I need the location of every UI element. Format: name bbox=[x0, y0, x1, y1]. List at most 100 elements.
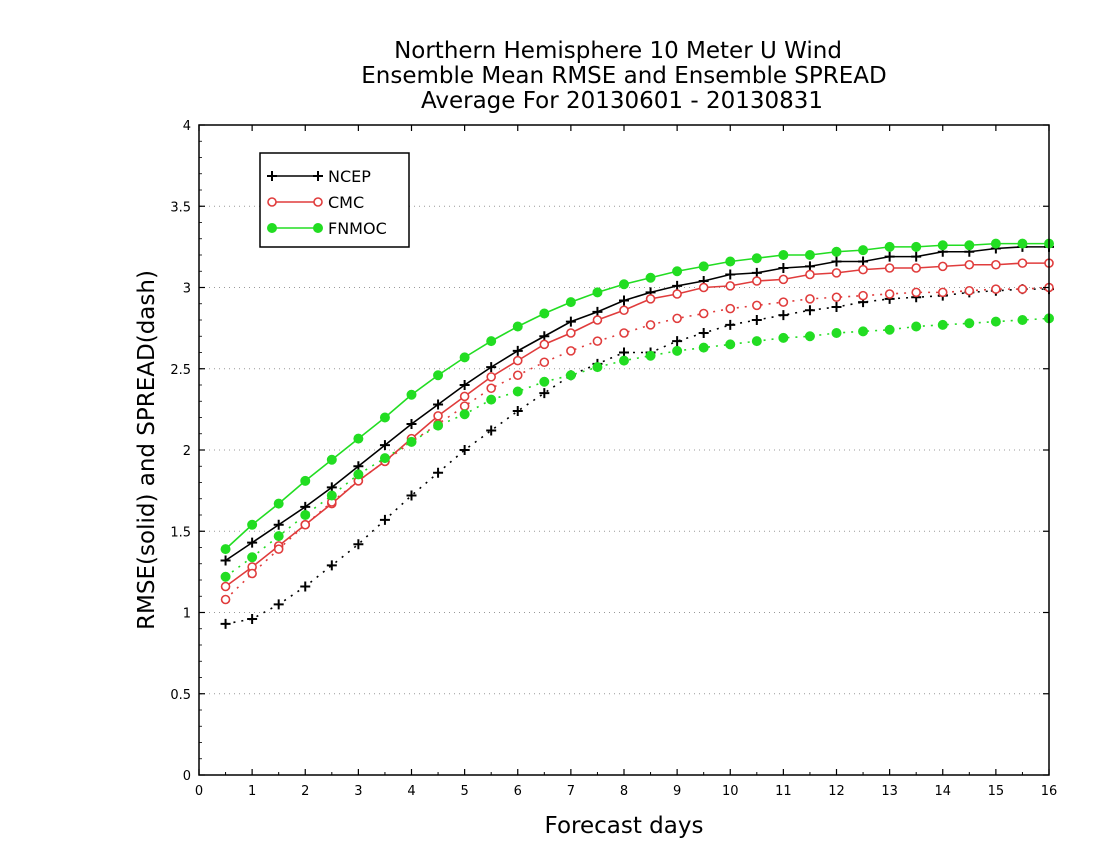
fnmoc-spread-point bbox=[592, 362, 603, 373]
ncep-spread-point bbox=[326, 560, 337, 571]
fnmoc-spread-point bbox=[326, 490, 337, 501]
fnmoc-rmse-point bbox=[353, 433, 364, 444]
ncep-rmse-point bbox=[220, 555, 231, 566]
cmc-rmse-line bbox=[225, 262, 1049, 588]
y-tick-label: 3 bbox=[183, 282, 191, 297]
cmc-spread-point bbox=[486, 383, 496, 394]
fnmoc-rmse-point bbox=[379, 412, 390, 423]
fnmoc-rmse-point bbox=[247, 519, 258, 530]
cmc-spread-point bbox=[459, 401, 470, 411]
cmc-spread-point bbox=[619, 328, 629, 338]
cmc-rmse-point bbox=[964, 259, 975, 270]
ncep-spread-point bbox=[672, 336, 683, 347]
fnmoc-spread-point bbox=[486, 394, 497, 405]
x-tick-label: 1 bbox=[248, 784, 256, 799]
series-ncep bbox=[220, 241, 1054, 629]
cmc-rmse-point bbox=[512, 355, 523, 366]
x-tick-label: 3 bbox=[354, 784, 362, 799]
ncep-spread-point bbox=[459, 445, 470, 455]
fnmoc-spread-point bbox=[804, 331, 815, 342]
fnmoc-rmse-point bbox=[565, 297, 576, 308]
ncep-rmse-point bbox=[911, 251, 922, 262]
ncep-spread-point bbox=[406, 490, 417, 501]
ncep-rmse-point bbox=[831, 256, 842, 267]
cmc-spread-point bbox=[698, 308, 709, 319]
x-tick-label: 2 bbox=[301, 784, 309, 799]
ncep-spread-point bbox=[751, 315, 762, 325]
cmc-rmse-point bbox=[645, 294, 656, 304]
y-tick-label: 0.5 bbox=[170, 688, 191, 703]
fnmoc-rmse-point bbox=[725, 256, 736, 267]
fnmoc-rmse-point bbox=[937, 240, 948, 251]
cmc-rmse-point bbox=[220, 581, 231, 592]
fnmoc-rmse-point bbox=[778, 250, 789, 260]
cmc-spread-point bbox=[1017, 284, 1028, 294]
cmc-rmse-point bbox=[805, 269, 815, 280]
legend-marker bbox=[267, 171, 277, 181]
cmc-rmse-point bbox=[459, 391, 470, 402]
x-tick-label: 11 bbox=[775, 784, 792, 799]
ncep-spread-point bbox=[486, 425, 497, 436]
legend-entry-ncep: NCEP bbox=[267, 167, 371, 186]
ncep-rmse-point bbox=[247, 537, 258, 548]
ncep-spread-point bbox=[379, 514, 390, 525]
series-cmc bbox=[220, 258, 1054, 605]
cmc-spread-point bbox=[300, 519, 311, 530]
ncep-rmse-point bbox=[778, 263, 789, 273]
fnmoc-rmse-point bbox=[486, 336, 497, 347]
cmc-spread-line bbox=[225, 286, 1050, 601]
ncep-rmse-point bbox=[725, 269, 736, 280]
fnmoc-spread-point bbox=[751, 336, 762, 347]
cmc-spread-point bbox=[672, 313, 682, 324]
ncep-spread-point bbox=[353, 539, 364, 550]
legend-marker bbox=[267, 197, 277, 207]
cmc-rmse-point bbox=[486, 372, 496, 382]
fnmoc-rmse-point bbox=[459, 352, 470, 363]
title-line-3: Average For 20130601 - 20130831 bbox=[421, 88, 823, 114]
y-axis-ticks: 0 0.5 1 1.5 2 2.5 3 3.5 4 bbox=[170, 119, 1049, 784]
fnmoc-rmse-point bbox=[990, 238, 1001, 249]
fnmoc-rmse-point bbox=[911, 241, 922, 252]
legend-marker bbox=[267, 223, 277, 233]
ncep-spread-point bbox=[698, 328, 709, 338]
x-tick-label: 10 bbox=[722, 784, 739, 799]
cmc-rmse-point bbox=[433, 411, 443, 421]
ncep-rmse-point bbox=[512, 345, 523, 356]
cmc-spread-point bbox=[831, 292, 842, 303]
cmc-rmse-point bbox=[698, 282, 709, 293]
fnmoc-spread-point bbox=[273, 531, 284, 542]
ncep-spread-point bbox=[778, 310, 789, 321]
y-tick-label: 1 bbox=[183, 607, 191, 622]
ncep-rmse-point bbox=[379, 440, 390, 451]
y-tick-label: 3.5 bbox=[170, 200, 191, 215]
legend: NCEP CMC FNMOC bbox=[259, 152, 410, 248]
ncep-rmse-point bbox=[433, 399, 444, 410]
cmc-rmse-point bbox=[566, 328, 576, 338]
x-tick-label: 15 bbox=[988, 784, 1005, 799]
fnmoc-rmse-line bbox=[225, 242, 1049, 550]
fnmoc-spread-point bbox=[672, 345, 683, 356]
fnmoc-spread-point bbox=[379, 453, 390, 464]
fnmoc-rmse-point bbox=[831, 246, 842, 257]
x-tick-label: 14 bbox=[934, 784, 951, 799]
cmc-rmse-point bbox=[831, 268, 842, 278]
legend-marker bbox=[313, 223, 323, 233]
fnmoc-rmse-point bbox=[884, 241, 895, 252]
fnmoc-spread-point bbox=[433, 420, 444, 431]
legend-label: FNMOC bbox=[328, 219, 387, 238]
cmc-rmse-point bbox=[539, 339, 550, 350]
cmc-spread-point bbox=[645, 320, 656, 330]
cmc-spread-point bbox=[752, 300, 762, 311]
fnmoc-rmse-point bbox=[220, 544, 231, 555]
fnmoc-rmse-point bbox=[672, 266, 683, 277]
cmc-spread-point bbox=[592, 336, 603, 346]
fnmoc-rmse-point bbox=[273, 498, 284, 509]
ncep-spread-point bbox=[220, 618, 231, 629]
ncep-spread-point bbox=[433, 467, 444, 478]
ncep-spread-line bbox=[225, 288, 1049, 625]
cmc-rmse-point bbox=[778, 274, 789, 285]
cmc-rmse-point bbox=[858, 264, 868, 275]
cmc-spread-point bbox=[778, 297, 789, 307]
fnmoc-spread-point bbox=[964, 318, 975, 329]
